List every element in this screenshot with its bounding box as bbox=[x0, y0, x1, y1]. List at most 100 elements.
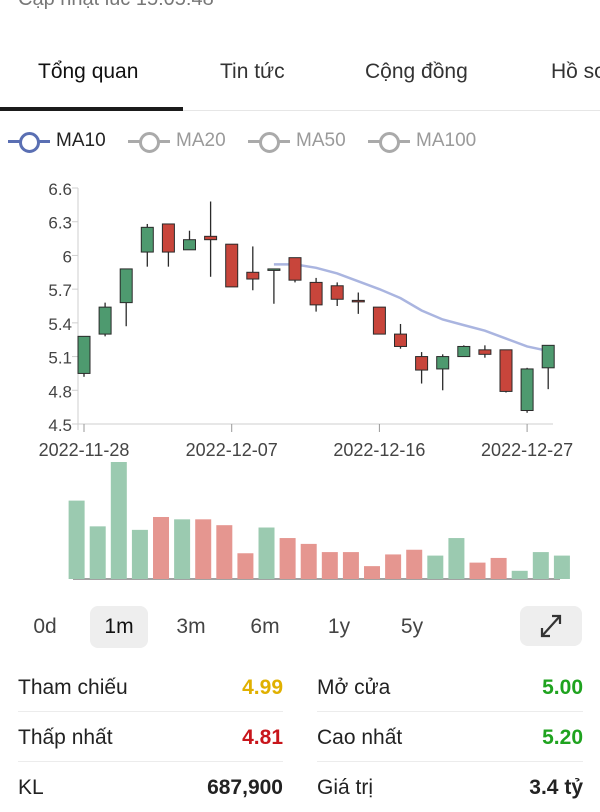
range-1m[interactable]: 1m bbox=[90, 606, 148, 648]
tab-news[interactable]: Tin tức bbox=[220, 60, 285, 83]
divider bbox=[18, 711, 283, 712]
y-tick-label: 4.8 bbox=[48, 382, 72, 401]
stat-low: Thấp nhất 4.81 bbox=[18, 712, 283, 762]
volume-bar bbox=[195, 519, 212, 579]
stat-label: Tham chiếu bbox=[18, 676, 128, 699]
candle-body bbox=[246, 271, 260, 280]
volume-bar bbox=[131, 529, 148, 579]
y-tick-label: 5.1 bbox=[48, 349, 72, 368]
volume-bar bbox=[427, 555, 444, 579]
x-tick-label: 2022-12-27 bbox=[481, 440, 573, 460]
price-chart[interactable]: 6.6 6.3 6 5.7 5.4 5.1 4.8 4.5 2022-11-28 2022-12-… bbox=[0, 160, 600, 590]
volume-bar bbox=[385, 554, 402, 579]
stat-label: Giá trị bbox=[317, 776, 374, 799]
volume-bar bbox=[406, 549, 423, 579]
volume-bar bbox=[342, 552, 359, 579]
ma10-line bbox=[273, 263, 549, 353]
volume-bar bbox=[174, 519, 191, 579]
y-tick-label: 4.5 bbox=[48, 416, 72, 435]
expand-icon bbox=[540, 614, 562, 638]
divider bbox=[317, 761, 583, 762]
stat-value: 4.81 bbox=[242, 726, 283, 749]
stat-label: Mở cửa bbox=[317, 676, 391, 699]
y-tick-label: 5.4 bbox=[48, 315, 72, 334]
divider bbox=[18, 761, 283, 762]
range-0d[interactable]: 0d bbox=[33, 615, 57, 638]
y-tick-label: 6.6 bbox=[48, 180, 72, 199]
ma50-toggle-icon bbox=[248, 128, 290, 154]
candle-body bbox=[288, 257, 302, 281]
volume-bar bbox=[448, 538, 465, 579]
ma100-toggle-icon bbox=[368, 128, 410, 154]
candle-body bbox=[394, 333, 407, 347]
indicator-ma50[interactable]: MA50 bbox=[248, 128, 346, 154]
candle-body bbox=[225, 243, 239, 288]
volume-bar bbox=[300, 543, 317, 579]
active-tab-indicator bbox=[0, 107, 183, 111]
candle-body bbox=[372, 306, 386, 335]
candle-body bbox=[183, 239, 196, 251]
stat-label: Thấp nhất bbox=[18, 726, 113, 749]
stat-open: Mở cửa 5.00 bbox=[317, 662, 583, 712]
volume-bar bbox=[68, 500, 85, 579]
stat-volume: KL 687,900 bbox=[18, 762, 283, 812]
candle-body bbox=[520, 368, 534, 412]
tab-bar: Tổng quan Tin tức Cộng đồng Hồ sơ bbox=[0, 40, 600, 111]
tab-overview[interactable]: Tổng quan bbox=[38, 60, 139, 83]
candle-body bbox=[541, 344, 555, 369]
stat-value: 3.4 tỷ bbox=[529, 776, 583, 799]
range-3m[interactable]: 3m bbox=[176, 615, 206, 638]
stat-value: 687,900 bbox=[207, 776, 283, 799]
volume-bar bbox=[279, 538, 296, 579]
indicator-ma10[interactable]: MA10 bbox=[8, 128, 106, 154]
stat-label: KL bbox=[18, 776, 44, 799]
volume-bar bbox=[532, 552, 549, 579]
candle-body bbox=[436, 356, 450, 370]
y-tick-label: 6.3 bbox=[48, 214, 72, 233]
candle-body bbox=[457, 345, 471, 358]
indicator-ma100[interactable]: MA100 bbox=[368, 128, 476, 154]
indicator-ma20[interactable]: MA20 bbox=[128, 128, 226, 154]
x-tick-label: 2022-12-16 bbox=[333, 440, 425, 460]
range-1y[interactable]: 1y bbox=[327, 615, 351, 638]
range-6m[interactable]: 6m bbox=[250, 615, 280, 638]
candle-body bbox=[330, 285, 344, 300]
range-5y[interactable]: 5y bbox=[400, 615, 424, 638]
last-updated-text: Cập nhật lúc 15:05:48 bbox=[18, 0, 214, 11]
indicator-label: MA10 bbox=[56, 130, 106, 151]
time-range-selector: 0d 1m 3m 6m 1y 5y bbox=[0, 606, 600, 648]
stat-value-traded: Giá trị 3.4 tỷ bbox=[317, 762, 583, 812]
indicator-label: MA50 bbox=[296, 130, 346, 151]
candle-body bbox=[77, 335, 91, 374]
candle-body bbox=[267, 268, 281, 271]
candle-body bbox=[309, 281, 323, 306]
candle-body bbox=[499, 349, 513, 392]
volume-bar bbox=[490, 557, 507, 579]
candle-body bbox=[140, 226, 154, 253]
stat-value: 5.20 bbox=[542, 726, 583, 749]
indicator-label: MA20 bbox=[176, 130, 226, 151]
volume-bar bbox=[110, 462, 127, 579]
stat-high: Cao nhất 5.20 bbox=[317, 712, 583, 762]
indicator-label: MA100 bbox=[416, 130, 477, 151]
volume-bar bbox=[258, 527, 275, 579]
volume-bar bbox=[216, 525, 233, 579]
volume-bar bbox=[237, 553, 254, 579]
tab-profile[interactable]: Hồ sơ bbox=[551, 60, 600, 83]
y-tick-label: 5.7 bbox=[48, 281, 72, 300]
stat-value: 4.99 bbox=[242, 676, 283, 699]
volume-bar bbox=[89, 526, 106, 579]
candle-body bbox=[415, 356, 429, 371]
stat-reference: Tham chiếu 4.99 bbox=[18, 662, 283, 712]
x-tick-label: 2022-11-28 bbox=[39, 440, 130, 460]
volume-bar bbox=[553, 555, 570, 579]
volume-bar bbox=[511, 570, 528, 579]
candle-body bbox=[204, 235, 218, 241]
candle-body bbox=[119, 268, 133, 304]
ma10-toggle-icon bbox=[8, 128, 50, 154]
ma20-toggle-icon bbox=[128, 128, 170, 154]
tab-community[interactable]: Cộng đồng bbox=[365, 60, 468, 83]
divider bbox=[317, 711, 583, 712]
stat-label: Cao nhất bbox=[317, 726, 403, 749]
expand-chart-button[interactable] bbox=[520, 606, 582, 646]
